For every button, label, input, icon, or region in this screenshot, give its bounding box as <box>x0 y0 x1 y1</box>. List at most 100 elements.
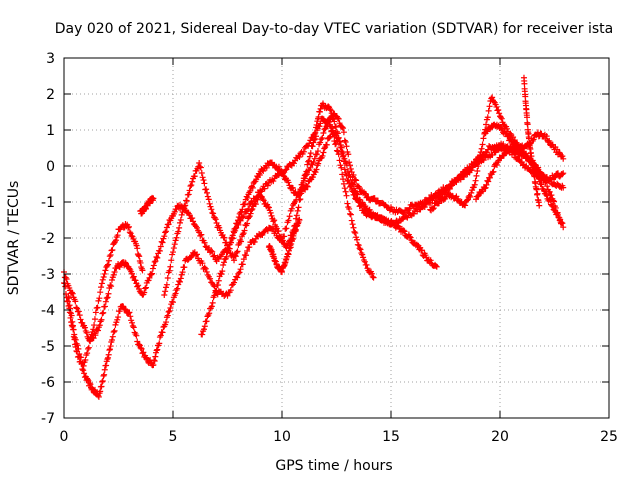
data-point <box>472 177 479 184</box>
data-point <box>208 206 215 213</box>
data-point <box>166 307 173 314</box>
data-point <box>293 212 300 219</box>
data-point <box>536 202 543 209</box>
data-point <box>365 193 372 200</box>
data-point <box>268 212 275 219</box>
data-point <box>467 193 474 200</box>
data-point <box>81 370 88 377</box>
data-point <box>303 168 310 175</box>
data-point <box>108 283 115 290</box>
data-point <box>138 345 145 352</box>
data-point <box>429 206 436 213</box>
data-point <box>159 239 166 246</box>
chart-title: Day 020 of 2021, Sidereal Day-to-day VTE… <box>55 21 613 37</box>
data-point <box>203 268 210 275</box>
data-point <box>171 241 178 248</box>
y-tick-label: -6 <box>41 375 55 391</box>
data-point <box>559 171 566 178</box>
data-point <box>182 202 189 209</box>
data-point <box>189 215 196 222</box>
data-point <box>204 193 211 200</box>
data-point <box>278 233 285 240</box>
data-point <box>201 264 208 271</box>
data-point <box>114 232 121 239</box>
data-point <box>90 326 97 333</box>
data-point <box>172 290 179 297</box>
data-point <box>244 220 251 227</box>
data-point <box>111 268 118 275</box>
data-point <box>88 331 95 338</box>
data-point <box>163 224 170 231</box>
data-point <box>133 332 140 339</box>
data-point <box>170 299 176 306</box>
data-point <box>163 281 170 288</box>
data-point <box>105 351 112 358</box>
data-point <box>101 366 108 373</box>
data-point <box>232 253 239 260</box>
data-point <box>104 356 111 363</box>
data-point <box>200 177 207 184</box>
data-point <box>129 322 136 329</box>
data-point <box>320 149 327 156</box>
data-point <box>181 203 188 210</box>
data-point <box>410 210 417 217</box>
data-point <box>335 151 342 158</box>
data-point <box>271 217 278 224</box>
data-point <box>164 274 171 281</box>
data-point <box>400 227 407 234</box>
data-point <box>498 115 505 122</box>
data-point <box>213 288 220 295</box>
data-point <box>342 188 349 195</box>
data-point <box>68 312 75 319</box>
data-point <box>540 172 547 179</box>
data-point <box>188 182 195 189</box>
data-point <box>81 324 88 331</box>
data-point <box>320 130 327 137</box>
data-point <box>74 305 81 312</box>
data-point <box>203 318 210 325</box>
data-point <box>554 211 561 218</box>
data-point <box>485 178 492 185</box>
data-point <box>559 220 566 227</box>
data-point <box>280 172 287 179</box>
data-point <box>76 312 83 319</box>
data-point <box>277 234 284 241</box>
data-point <box>559 153 566 160</box>
data-point <box>133 242 140 249</box>
data-point <box>560 170 567 177</box>
data-point <box>270 218 277 225</box>
data-point <box>347 183 354 190</box>
data-point <box>148 271 155 278</box>
data-point <box>354 191 361 198</box>
data-point <box>107 282 114 289</box>
data-point <box>339 149 346 156</box>
data-point <box>99 378 106 385</box>
data-point <box>189 178 196 185</box>
data-point <box>209 299 216 306</box>
data-point <box>267 209 274 216</box>
data-point <box>215 277 222 284</box>
data-point <box>353 177 360 184</box>
data-point <box>560 184 567 191</box>
data-point <box>547 196 554 203</box>
data-point <box>227 239 234 246</box>
x-tick-label: 5 <box>169 429 178 445</box>
data-point <box>92 309 99 316</box>
data-point <box>178 211 185 218</box>
data-point <box>546 188 553 195</box>
data-point <box>197 163 204 170</box>
data-point <box>286 213 293 220</box>
data-point <box>107 251 114 258</box>
data-point <box>220 261 227 268</box>
data-point <box>295 204 302 211</box>
data-point <box>174 285 181 292</box>
data-point <box>471 181 478 188</box>
data-point <box>204 313 211 320</box>
data-point <box>154 346 161 353</box>
data-point <box>108 336 115 343</box>
data-point <box>103 362 110 369</box>
data-point <box>71 331 78 338</box>
data-point <box>560 155 567 162</box>
data-point <box>134 245 141 252</box>
data-point <box>201 323 208 330</box>
